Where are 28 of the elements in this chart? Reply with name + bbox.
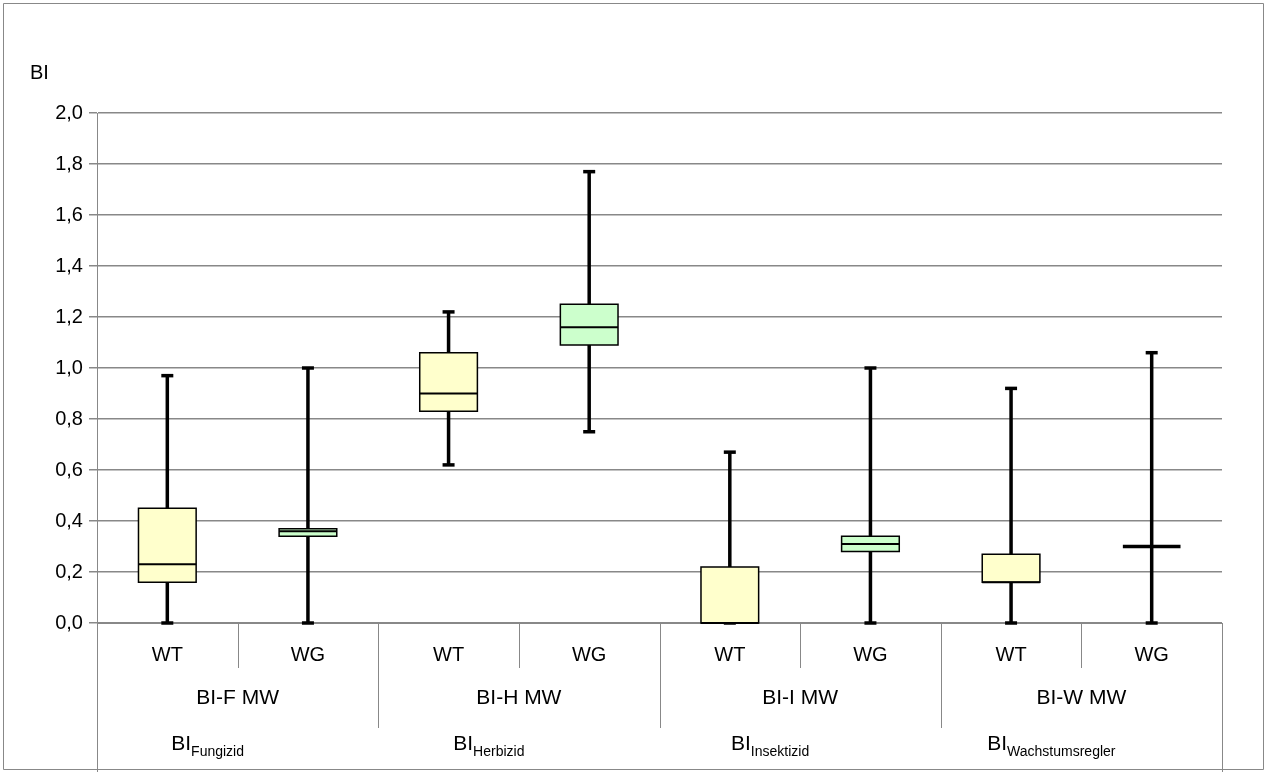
y-tick-label: 1,2	[55, 304, 83, 327]
text: BI-W MW	[1036, 685, 1127, 709]
y-tick-label: 1,6	[55, 202, 83, 225]
x-tick-label: WT	[151, 642, 183, 665]
y-tick-label: 1,8	[55, 151, 83, 174]
y-tick-label: 0,8	[55, 406, 83, 429]
x-tick-label: WG	[290, 642, 326, 665]
y-tick-label: 0,6	[55, 457, 83, 480]
y-tick-label: 0,2	[55, 559, 83, 582]
y-tick-label: 1,0	[55, 355, 83, 378]
x-tick-label: WG	[1134, 642, 1169, 665]
text: BI-I MW	[762, 685, 839, 709]
y-tick-label: 2,0	[55, 100, 83, 123]
y-axis-title: BI	[30, 60, 49, 83]
text: BI$_{Insektizid}$	[731, 731, 810, 759]
x-tick-label: WT	[433, 642, 465, 665]
text: BI-H MW	[476, 685, 562, 709]
text: BI$_{Wachstumsregler}$	[987, 731, 1116, 759]
x-tick-label: WT	[714, 642, 746, 665]
text: BI$_{Fungizid}$	[171, 731, 245, 759]
x-tick-label: WG	[571, 642, 607, 665]
x-tick-label: WG	[853, 642, 888, 665]
y-tick-label: 0,4	[55, 508, 83, 531]
text: BI$_{Herbizid}$	[453, 731, 525, 759]
x-tick-label: WT	[995, 642, 1027, 665]
y-tick-label: 0,0	[55, 610, 83, 633]
y-tick-label: 1,4	[55, 253, 83, 276]
text: BI-F MW	[196, 685, 280, 709]
